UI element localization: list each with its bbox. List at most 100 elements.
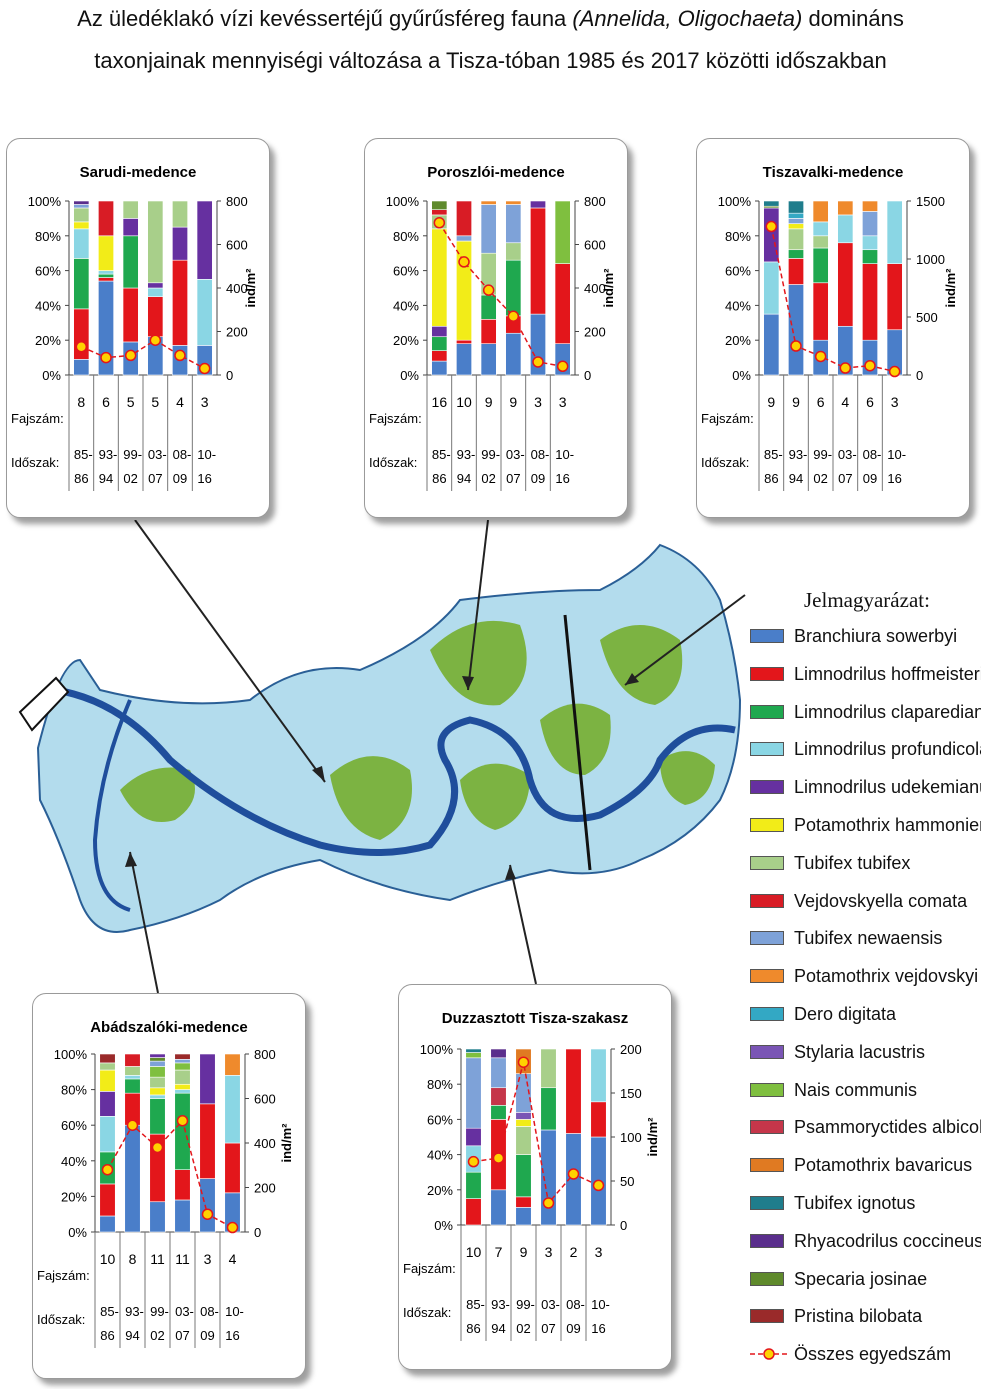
species-count: 3 <box>891 394 899 410</box>
chart-title: Duzzasztott Tisza-szakasz <box>442 1010 628 1027</box>
total-abundance-point <box>556 360 569 373</box>
species-count: 16 <box>432 394 448 410</box>
legend-swatch <box>750 742 784 757</box>
period-label-start: 08- <box>863 447 882 462</box>
pointer-line-sarudi <box>134 520 326 783</box>
bar-segment-nais-communis <box>149 1066 166 1078</box>
chart-tiszavalki: Tiszavalki-medence 0% 20% 40% 60% 80% 100% 0 500… <box>701 164 958 491</box>
total-abundance-point <box>151 1141 164 1154</box>
bar-segment-limnodrilus-hoffmeisteri <box>812 282 829 341</box>
bar-segment-limnodrilus-claparedianus <box>122 235 139 289</box>
fajszam-label: Fajszám: <box>11 411 64 426</box>
y-tick-label-right: 500 <box>916 310 938 325</box>
y-tick-label-left: 80% <box>35 229 61 244</box>
period-label-end: 86 <box>432 471 446 486</box>
species-count: 9 <box>509 394 517 410</box>
period-label-end: 07 <box>148 471 162 486</box>
legend-label: Branchiura sowerbyi <box>794 626 958 646</box>
period-label-start: 93- <box>125 1304 144 1319</box>
bar-segment-potamothrix-vejdovskyi <box>837 200 854 216</box>
bar-segment-branchiura-sowerbyi <box>540 1129 557 1226</box>
legend-swatch <box>750 1082 784 1097</box>
pointer-arrow-poroszloi <box>462 676 474 690</box>
tisza-lake-map <box>18 520 746 994</box>
total-abundance-point <box>790 340 802 352</box>
chart-panel-poroszloi: Poroszlói-medence 0% 20% 40% 60% 80% 100% 0 200 4… <box>364 138 628 518</box>
y-tick-label-left: 60% <box>725 264 751 279</box>
bar-segment-potamothrix-hammoniensis <box>149 1087 166 1096</box>
main-title-line-1: Az üledéklakó vízi kevéssertéjű gyűrűsfé… <box>0 4 981 34</box>
total-abundance-point <box>458 256 470 268</box>
legend-swatch <box>750 629 784 643</box>
species-count: 4 <box>176 394 184 410</box>
bar-segment-vejdovskyella-comata <box>124 1053 141 1067</box>
bar-segment-potamothrix-hammoniensis <box>788 223 804 230</box>
legend-swatch <box>750 780 784 795</box>
total-abundance-point <box>75 340 88 353</box>
bar-segment-branchiura-sowerbyi <box>149 1201 166 1233</box>
bar-segment-branchiura-sowerbyi <box>480 343 497 376</box>
bar-segment-limnodrilus-profundicola <box>224 1075 241 1144</box>
dam-line <box>563 614 592 871</box>
chart-title: Abádszalóki-medence <box>90 1019 248 1036</box>
period-label-end: 02 <box>123 471 137 486</box>
total-abundance-point <box>482 284 495 296</box>
bar-segment-limnodrilus-hoffmeisteri <box>172 259 188 346</box>
total-abundance-line <box>770 226 895 373</box>
bar-segment-tubifex-tubifex <box>174 1069 191 1085</box>
bar-segment-nais-communis <box>465 1052 482 1059</box>
bar-segment-limnodrilus-udekemianus <box>196 200 213 280</box>
period-label-end: 09 <box>566 1321 580 1336</box>
chart-poroszloi: Poroszlói-medence 0% 20% 40% 60% 80% 100% 0 200 4… <box>369 164 616 491</box>
total-abundance-point <box>126 1119 139 1131</box>
bar-segment-limnodrilus-hoffmeisteri <box>862 263 878 341</box>
bar-segment-limnodrilus-claparedianus <box>862 249 878 264</box>
y-tick-label-left: 60% <box>35 264 61 279</box>
period-label-start: 93- <box>789 447 808 462</box>
period-label-end: 86 <box>74 471 88 486</box>
bar-segment-limnodrilus-claparedianus <box>465 1171 482 1199</box>
bar-segment-limnodrilus-profundicola <box>590 1048 607 1103</box>
legend-label: Limnodrilus hoffmeisteri <box>794 663 981 684</box>
legend-swatch <box>750 1271 784 1286</box>
total-abundance-point <box>100 351 112 364</box>
bar-segment-limnodrilus-profundicola <box>174 1089 191 1094</box>
bar-segment-tubifex-newaensis <box>73 204 90 209</box>
bar-segment-limnodrilus-claparedianus <box>505 259 522 317</box>
pointer-arrow-tiszavalki <box>625 673 639 685</box>
bar-segment-tubifex-newaensis <box>788 218 804 224</box>
bar-segment-tubifex-newaensis <box>174 1059 191 1064</box>
period-label-end: 09 <box>531 471 545 486</box>
bar-segment-tubifex-tubifex <box>812 235 829 249</box>
legend-label: Tubifex newaensis <box>794 928 943 949</box>
y-tick-label-left: 80% <box>61 1083 87 1098</box>
pointer-line-poroszloi <box>467 520 489 691</box>
pointer-line-tiszavalki <box>624 594 746 686</box>
legend-label: Vejdovskyella comata <box>794 890 968 911</box>
lake-water-area <box>36 543 742 933</box>
y-tick-label-left: 0% <box>68 1225 87 1240</box>
period-label-end: 16 <box>591 1321 605 1336</box>
period-label-end: 86 <box>466 1321 480 1336</box>
chart-title: Poroszlói-medence <box>427 164 565 181</box>
y-tick-label-left: 0% <box>400 368 419 383</box>
fajszam-label: Fajszám: <box>369 411 422 426</box>
fajszam-label: Fajszám: <box>403 1261 456 1276</box>
bar-segment-limnodrilus-claparedianus <box>812 247 829 284</box>
period-label-start: 99- <box>150 1304 169 1319</box>
bar-segment-limnodrilus-profundicola <box>812 221 829 237</box>
y-tick-label-right: 600 <box>226 238 248 253</box>
bar-segment-branchiura-sowerbyi <box>788 284 804 376</box>
pointer-line-abadszaloki <box>129 851 159 994</box>
legend-label: Specaria josinae <box>794 1268 928 1289</box>
period-label-start: 10- <box>197 447 216 462</box>
bar-segment-specaria-josinae <box>431 200 448 210</box>
y-tick-label-left: 20% <box>725 333 751 348</box>
y-axis-right-label: ind/m² <box>601 268 616 308</box>
total-abundance-point <box>888 365 901 378</box>
y-tick-label-right: 600 <box>254 1092 276 1107</box>
bar-segment-psammoryctides-albicola <box>490 1087 507 1106</box>
total-abundance-point <box>433 217 446 229</box>
side-channel <box>92 699 132 912</box>
legend-swatch <box>750 1120 784 1135</box>
